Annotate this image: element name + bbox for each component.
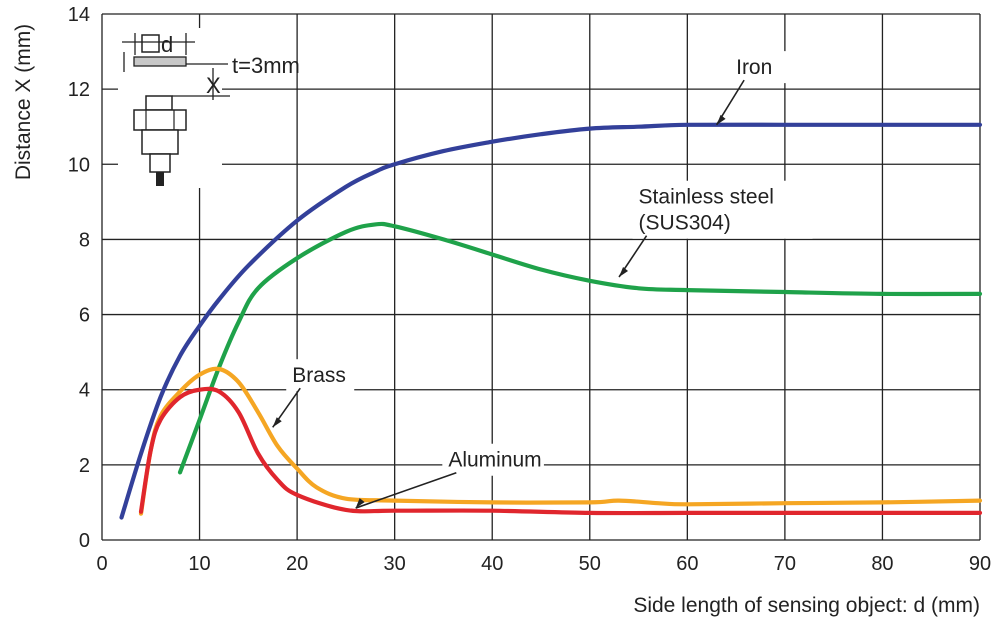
inset-sensor-cable — [156, 172, 164, 186]
y-tick-label: 10 — [68, 154, 90, 176]
x-axis-label: Side length of sensing object: d (mm) — [633, 594, 980, 617]
series-label-stainless-steel-sus304-line-2: (SUS304) — [639, 212, 731, 235]
series-label-iron: Iron — [736, 56, 772, 79]
series-label-leader-arrow — [619, 267, 629, 277]
inset-target-plate — [133, 56, 187, 67]
y-tick-label: 6 — [79, 305, 90, 327]
x-tick-label: 30 — [384, 553, 406, 575]
tick-labels: 0 10 20 30 40 50 60 70 80 90 0 2 4 6 8 10 12 14 — [68, 4, 991, 575]
x-tick-label: 0 — [96, 553, 107, 575]
inset-sensor-body — [141, 129, 179, 155]
inset-square-symbol — [141, 34, 160, 53]
y-tick-label: 12 — [68, 79, 90, 101]
inset-thickness-label: t=3mm — [232, 53, 300, 78]
series-line-iron — [119, 122, 983, 520]
x-tick-label: 70 — [774, 553, 796, 575]
series-line-stainless-steel-sus304 — [177, 221, 983, 475]
x-tick-label: 60 — [676, 553, 698, 575]
x-tick-label: 40 — [481, 553, 503, 575]
inset-sensor-nut — [133, 109, 187, 131]
series-label-leader-arrow — [272, 417, 282, 428]
series-label-background — [632, 180, 813, 239]
y-tick-label: 14 — [68, 4, 90, 26]
series-label-background — [286, 359, 355, 392]
series-label-aluminum: Aluminum — [448, 449, 541, 472]
inset-square-label: d — [161, 32, 173, 57]
y-tick-label: 8 — [79, 229, 90, 251]
y-tick-label: 4 — [79, 380, 90, 402]
y-tick-label: 2 — [79, 455, 90, 477]
inset-sensor-head — [145, 95, 173, 111]
series-labels: Iron Stainless steel (SUS304) Brass Aluminum — [272, 51, 813, 509]
series-label-stainless-steel-sus304-line-1: Stainless steel — [639, 186, 774, 209]
series-label-leader-arrow — [355, 498, 365, 509]
y-axis-label: Distance X (mm) — [12, 24, 35, 180]
sensor-inset-diagram: d t=3mm X — [118, 28, 300, 188]
x-tick-label: 20 — [286, 553, 308, 575]
y-tick-label: 0 — [79, 530, 90, 552]
grid — [101, 13, 981, 541]
series-line-aluminum — [138, 386, 983, 516]
inset-distance-label: X — [206, 73, 221, 98]
x-tick-label: 10 — [188, 553, 210, 575]
series-label-brass: Brass — [292, 364, 346, 387]
x-tick-label: 90 — [969, 553, 991, 575]
x-tick-label: 50 — [579, 553, 601, 575]
series-line-brass — [138, 366, 983, 516]
inset-sensor-base — [149, 153, 171, 173]
series-label-leader — [355, 471, 457, 509]
series-label-background — [442, 443, 544, 476]
series-label-leader-arrow — [716, 114, 726, 125]
series-lines — [119, 122, 983, 520]
series-label-background — [730, 51, 787, 84]
x-tick-label: 80 — [871, 553, 893, 575]
